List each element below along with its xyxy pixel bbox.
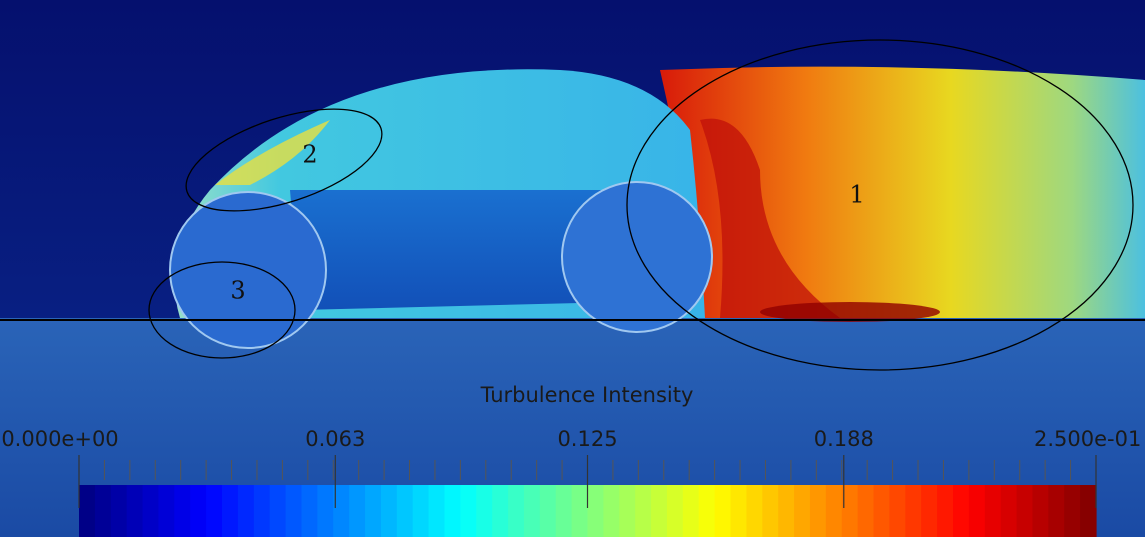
colorbar-title: Turbulence Intensity (480, 383, 694, 407)
colorbar-band (317, 485, 333, 537)
colorbar-band (667, 485, 683, 537)
colorbar-band (365, 485, 381, 537)
colorbar-band (79, 485, 95, 537)
colorbar-band (1048, 485, 1064, 537)
region-label: 1 (849, 181, 864, 209)
colorbar-band (492, 485, 508, 537)
colorbar-band (794, 485, 810, 537)
colorbar-band (778, 485, 794, 537)
colorbar-band (715, 485, 731, 537)
colorbar-band (1001, 485, 1017, 537)
colorbar-band (683, 485, 699, 537)
colorbar-band (286, 485, 302, 537)
colorbar-band (381, 485, 397, 537)
colorbar-band (635, 485, 651, 537)
tick-label: 2.500e-01 (1034, 427, 1141, 451)
colorbar-band (985, 485, 1001, 537)
colorbar-band (143, 485, 159, 537)
colorbar-band (429, 485, 445, 537)
colorbar-band (651, 485, 667, 537)
colorbar-band (889, 485, 905, 537)
colorbar-band (460, 485, 476, 537)
colorbar-band (826, 485, 842, 537)
colorbar-band (603, 485, 619, 537)
colorbar-band (810, 485, 826, 537)
colorbar-band (540, 485, 556, 537)
colorbar-band (444, 485, 460, 537)
colorbar-band (1080, 485, 1096, 537)
tick-label: 0.063 (305, 427, 365, 451)
colorbar-band (190, 485, 206, 537)
colorbar-band (619, 485, 635, 537)
colorbar-band (937, 485, 953, 537)
colorbar-band (270, 485, 286, 537)
tick-label: 0.188 (814, 427, 874, 451)
colorbar-band (476, 485, 492, 537)
region-label: 2 (302, 141, 317, 169)
colorbar-band (397, 485, 413, 537)
colorbar-band (858, 485, 874, 537)
colorbar-band (1017, 485, 1033, 537)
colorbar-band (921, 485, 937, 537)
colorbar-band (174, 485, 190, 537)
colorbar-band (969, 485, 985, 537)
colorbar-band (953, 485, 969, 537)
colorbar-band (524, 485, 540, 537)
colorbar-band (111, 485, 127, 537)
colorbar-band (508, 485, 524, 537)
colorbar-band (746, 485, 762, 537)
colorbar-band (254, 485, 270, 537)
colorbar-band (301, 485, 317, 537)
colorbar-band (238, 485, 254, 537)
colorbar-band (413, 485, 429, 537)
colorbar-band (1032, 485, 1048, 537)
colorbar-band (127, 485, 143, 537)
colorbar-band (206, 485, 222, 537)
flow-field (0, 0, 1145, 537)
colorbar-band (349, 485, 365, 537)
colorbar-band (588, 485, 604, 537)
colorbar-band (572, 485, 588, 537)
colorbar-band (731, 485, 747, 537)
colorbar-band (556, 485, 572, 537)
tick-label: 0.125 (557, 427, 617, 451)
region-label: 3 (230, 277, 245, 305)
colorbar-band (874, 485, 890, 537)
colorbar-band (762, 485, 778, 537)
colorbar-band (158, 485, 174, 537)
tick-label: 0.000e+00 (1, 427, 118, 451)
colorbar-band (699, 485, 715, 537)
colorbar-band (222, 485, 238, 537)
colorbar-band (95, 485, 111, 537)
colorbar-band (905, 485, 921, 537)
colorbar-band (1064, 485, 1080, 537)
visualization: 1 2 3 Turbulence Intensity 0.000e+00 0.06… (0, 0, 1145, 537)
